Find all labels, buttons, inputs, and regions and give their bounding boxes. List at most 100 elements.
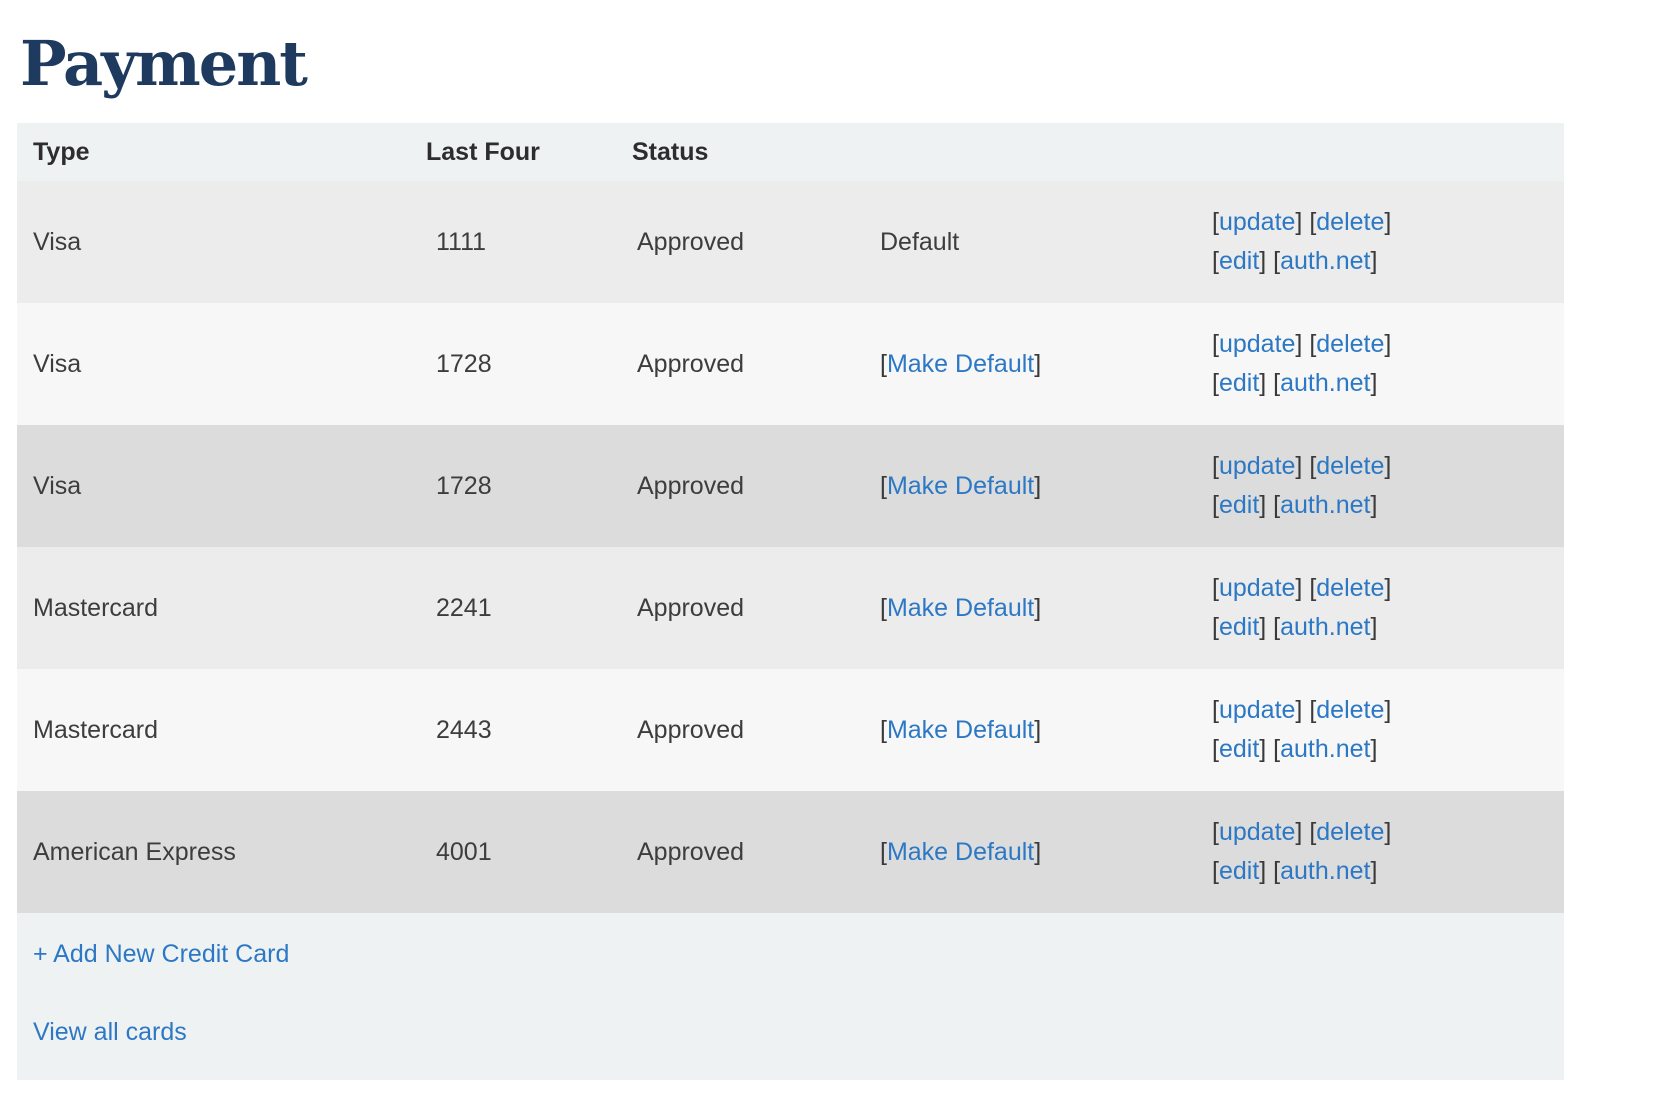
make-default-link[interactable]: Make Default <box>886 837 1035 866</box>
delete-link[interactable]: delete <box>1316 330 1385 359</box>
action-line: [update] [delete] <box>1212 569 1564 608</box>
delete-link[interactable]: delete <box>1316 574 1385 603</box>
action-line: [edit] [auth.net] <box>1212 242 1564 281</box>
bracket: ] <box>1259 247 1267 276</box>
card-default-cell: [Make Default] <box>880 716 1212 745</box>
bracket: ] <box>1259 857 1267 886</box>
col-header-type: Type <box>33 137 90 166</box>
make-default-link[interactable]: Make Default <box>886 593 1035 622</box>
bracket: [ <box>1273 369 1281 398</box>
update-link[interactable]: update <box>1218 452 1296 481</box>
card-default-cell: [Make Default] <box>880 350 1212 379</box>
bracket: [ <box>1309 330 1317 359</box>
bracket: ] <box>1370 491 1378 520</box>
auth-net-link[interactable]: auth.net <box>1280 247 1371 276</box>
table-body: Visa 1111 Approved Default [update] [delete]… <box>17 181 1564 914</box>
edit-link[interactable]: edit <box>1218 613 1260 642</box>
bracket: [ <box>1212 613 1219 642</box>
make-default-link[interactable]: Make Default <box>886 715 1035 744</box>
bracket: ] <box>1295 208 1303 237</box>
update-link[interactable]: update <box>1218 574 1296 603</box>
edit-link[interactable]: edit <box>1218 491 1260 520</box>
bracket: [ <box>880 349 887 378</box>
action-line: [update] [delete] <box>1212 203 1564 242</box>
edit-link[interactable]: edit <box>1218 735 1260 764</box>
card-actions-cell: [update] [delete] [edit] [auth.net] <box>1212 203 1564 281</box>
card-type-cell: Visa <box>33 349 82 378</box>
action-line: [update] [delete] <box>1212 325 1564 364</box>
card-row: American Express 4001 Approved [Make Defaul… <box>17 791 1564 914</box>
bracket: ] <box>1295 330 1303 359</box>
card-actions-cell: [update] [delete] [edit] [auth.net] <box>1212 447 1564 525</box>
bracket: [ <box>1212 696 1219 725</box>
action-line: [edit] [auth.net] <box>1212 364 1564 403</box>
bracket: ] <box>1370 613 1378 642</box>
edit-link[interactable]: edit <box>1218 857 1260 886</box>
bracket: ] <box>1295 574 1303 603</box>
action-line: [update] [delete] <box>1212 813 1564 852</box>
card-default-cell: [Make Default] <box>880 838 1212 867</box>
bracket: [ <box>880 593 887 622</box>
bracket: ] <box>1034 837 1042 866</box>
bracket: [ <box>880 837 887 866</box>
action-line: [edit] [auth.net] <box>1212 730 1564 769</box>
auth-net-link[interactable]: auth.net <box>1280 613 1371 642</box>
card-type-cell: Visa <box>33 471 82 500</box>
card-last-four-cell: 1728 <box>436 471 492 500</box>
bracket: [ <box>1309 452 1317 481</box>
table-header-row: Type Last Four Status <box>17 123 1564 182</box>
bracket: [ <box>1212 247 1219 276</box>
update-link[interactable]: update <box>1218 330 1296 359</box>
card-row: Visa 1728 Approved [Make Default] [update] [… <box>17 425 1564 548</box>
bracket: ] <box>1384 818 1392 847</box>
bracket: [ <box>1212 735 1219 764</box>
bracket: ] <box>1370 857 1378 886</box>
bracket: [ <box>1212 574 1219 603</box>
action-line: [update] [delete] <box>1212 691 1564 730</box>
bracket: ] <box>1034 715 1042 744</box>
card-default-cell: Default <box>880 228 1212 257</box>
make-default-link[interactable]: Make Default <box>886 471 1035 500</box>
auth-net-link[interactable]: auth.net <box>1280 857 1371 886</box>
delete-link[interactable]: delete <box>1316 452 1385 481</box>
card-row: Visa 1728 Approved [Make Default] [update] [… <box>17 303 1564 426</box>
action-line: [update] [delete] <box>1212 447 1564 486</box>
action-line: [edit] [auth.net] <box>1212 608 1564 647</box>
auth-net-link[interactable]: auth.net <box>1280 369 1371 398</box>
edit-link[interactable]: edit <box>1218 369 1260 398</box>
update-link[interactable]: update <box>1218 818 1296 847</box>
delete-link[interactable]: delete <box>1316 818 1385 847</box>
view-all-cards-link[interactable]: View all cards <box>33 1018 187 1047</box>
delete-link[interactable]: delete <box>1316 208 1385 237</box>
auth-net-link[interactable]: auth.net <box>1280 735 1371 764</box>
bracket: [ <box>1212 369 1219 398</box>
bracket: ] <box>1384 208 1392 237</box>
make-default-link[interactable]: Make Default <box>886 349 1035 378</box>
col-header-status: Status <box>632 137 709 166</box>
bracket: [ <box>1309 696 1317 725</box>
auth-net-link[interactable]: auth.net <box>1280 491 1371 520</box>
delete-link[interactable]: delete <box>1316 696 1385 725</box>
bracket: [ <box>880 715 887 744</box>
bracket: [ <box>1273 247 1281 276</box>
bracket: ] <box>1370 735 1378 764</box>
card-actions-cell: [update] [delete] [edit] [auth.net] <box>1212 325 1564 403</box>
bracket: ] <box>1259 613 1267 642</box>
bracket: ] <box>1384 330 1392 359</box>
bracket: [ <box>1273 857 1281 886</box>
bracket: [ <box>1273 613 1281 642</box>
card-row: Mastercard 2241 Approved [Make Default] [upd… <box>17 547 1564 670</box>
add-new-credit-card-link[interactable]: + Add New Credit Card <box>33 940 290 969</box>
edit-link[interactable]: edit <box>1218 247 1260 276</box>
card-status-cell: Approved <box>637 349 745 378</box>
card-status-cell: Approved <box>637 715 745 744</box>
card-row: Mastercard 2443 Approved [Make Default] [upd… <box>17 669 1564 792</box>
update-link[interactable]: update <box>1218 208 1296 237</box>
bracket: ] <box>1034 471 1042 500</box>
card-last-four-cell: 2241 <box>436 593 492 622</box>
bracket: [ <box>1212 208 1219 237</box>
card-default-cell: [Make Default] <box>880 594 1212 623</box>
update-link[interactable]: update <box>1218 696 1296 725</box>
card-type-cell: American Express <box>33 837 236 866</box>
bracket: ] <box>1259 735 1267 764</box>
